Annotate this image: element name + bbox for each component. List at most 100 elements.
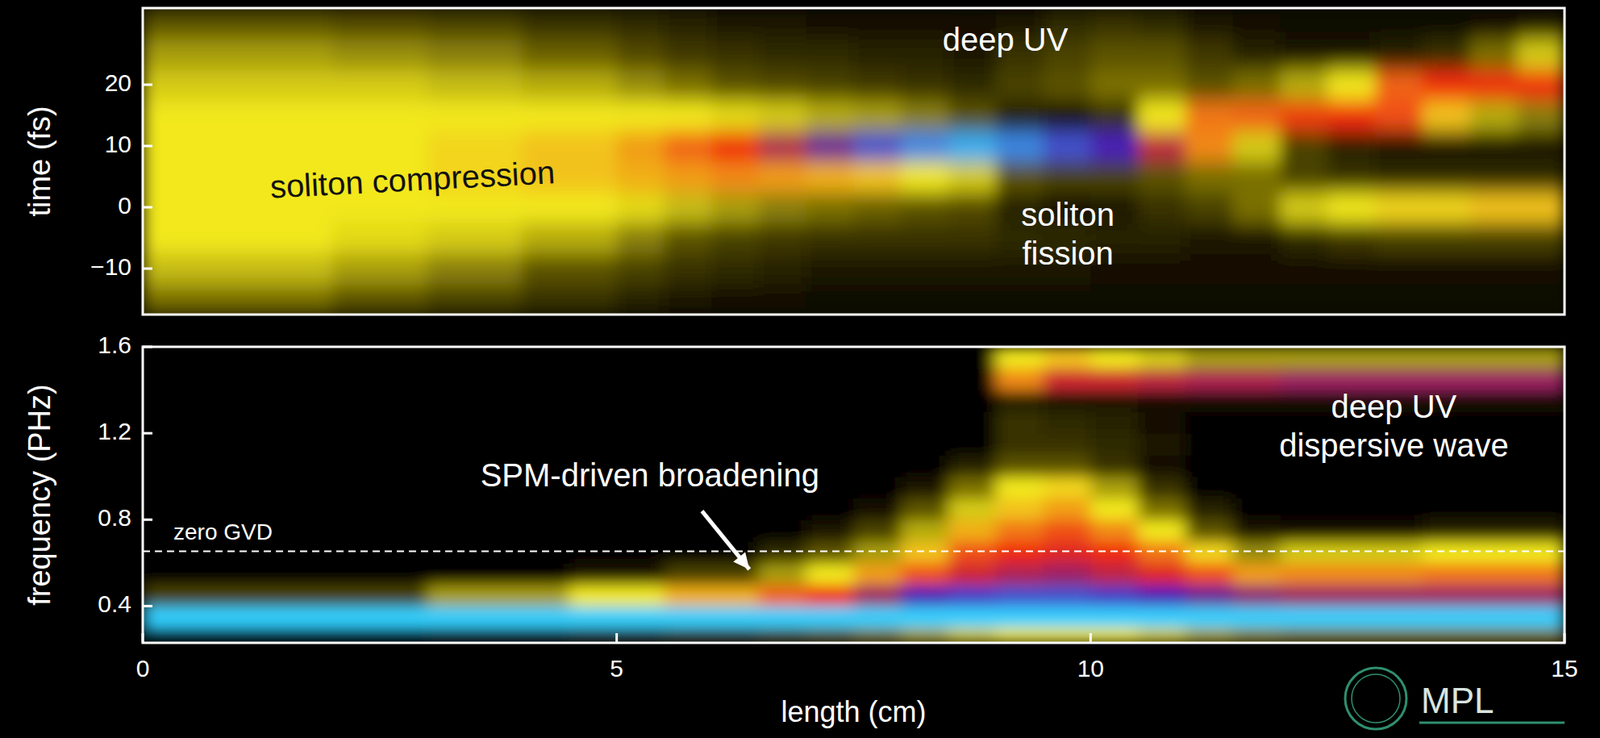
heatmap-cell bbox=[1279, 69, 1328, 101]
heatmap-cell bbox=[284, 100, 333, 132]
heatmap-cell bbox=[521, 390, 570, 413]
heatmap-cell bbox=[948, 390, 996, 413]
heatmap-cell bbox=[521, 433, 570, 455]
heatmap-cell bbox=[379, 411, 428, 434]
heatmap-cell bbox=[854, 69, 902, 101]
heatmap-cell bbox=[142, 191, 191, 224]
heatmap-cell bbox=[379, 476, 428, 499]
heatmap-cell bbox=[521, 253, 570, 285]
heatmap-cell bbox=[190, 8, 238, 40]
heatmap-cell bbox=[948, 519, 996, 542]
heatmap-cell bbox=[663, 562, 712, 585]
heatmap-cell bbox=[1279, 38, 1328, 71]
heatmap-cell bbox=[142, 38, 191, 71]
heatmap-cell bbox=[806, 433, 855, 455]
heatmap-cell bbox=[711, 584, 759, 607]
heatmap-cell bbox=[521, 69, 570, 101]
heatmap-cell bbox=[900, 346, 949, 369]
heatmap-cell bbox=[1233, 390, 1281, 413]
heatmap-cell bbox=[995, 498, 1044, 521]
heatmap-cell bbox=[569, 69, 617, 101]
heatmap-cell bbox=[474, 283, 522, 315]
heatmap-cell bbox=[854, 627, 902, 643]
heatmap-cell bbox=[663, 368, 712, 391]
heatmap-cell bbox=[900, 562, 949, 585]
heatmap-cell bbox=[1375, 368, 1423, 391]
heatmap-cell bbox=[1233, 562, 1281, 585]
heatmap-cell bbox=[1185, 498, 1234, 521]
heatmap-cell bbox=[1279, 368, 1328, 391]
heatmap-cell bbox=[948, 222, 996, 255]
heatmap-cell bbox=[758, 222, 807, 255]
heatmap-cell bbox=[1375, 498, 1423, 521]
heatmap-cell bbox=[1469, 8, 1517, 40]
heatmap-cell bbox=[142, 562, 191, 585]
heatmap-cell bbox=[1375, 130, 1423, 163]
heatmap-cell bbox=[1327, 584, 1375, 607]
heatmap-cell bbox=[663, 191, 712, 224]
heatmap-cell bbox=[663, 433, 712, 455]
heatmap-cell bbox=[948, 498, 996, 521]
heatmap-cell bbox=[711, 346, 759, 369]
x-tick-label: 15 bbox=[1550, 654, 1578, 682]
heatmap-cell bbox=[1185, 253, 1234, 285]
heatmap-cell bbox=[1137, 222, 1186, 255]
heatmap-cell bbox=[142, 411, 191, 434]
heatmap-cell bbox=[379, 69, 428, 101]
heatmap-cell bbox=[1043, 541, 1092, 563]
heatmap-cell bbox=[806, 562, 855, 585]
heatmap-cell bbox=[1327, 130, 1375, 163]
heatmap-cell bbox=[569, 584, 617, 607]
heatmap-cell bbox=[142, 584, 191, 607]
heatmap-cell bbox=[995, 541, 1044, 563]
heatmap-cell bbox=[995, 519, 1044, 542]
heatmap-cell bbox=[711, 253, 759, 285]
heatmap-cell bbox=[995, 411, 1044, 434]
heatmap-cell bbox=[237, 454, 286, 477]
heatmap-cell bbox=[1137, 584, 1186, 607]
heatmap-cell bbox=[1516, 346, 1565, 369]
heatmap-cell bbox=[142, 368, 191, 391]
heatmap-cell bbox=[1375, 346, 1423, 369]
heatmap-cell bbox=[854, 222, 902, 255]
heatmap-cell bbox=[474, 541, 522, 563]
heatmap-cell bbox=[995, 627, 1044, 643]
annotation: soliton compression bbox=[269, 154, 556, 205]
heatmap-cell bbox=[758, 253, 807, 285]
heatmap-cell bbox=[1090, 368, 1138, 391]
heatmap-cell bbox=[616, 368, 665, 391]
heatmap-cell bbox=[237, 411, 286, 434]
heatmap-cell bbox=[854, 498, 902, 521]
y-tick bbox=[142, 345, 153, 349]
heatmap-cell bbox=[1422, 69, 1471, 101]
heatmap-cell bbox=[900, 161, 949, 193]
heatmap-cell bbox=[1327, 605, 1375, 628]
heatmap-cell bbox=[948, 411, 996, 434]
heatmap-cell bbox=[190, 38, 238, 71]
x-tick bbox=[141, 633, 145, 643]
heatmap-cell bbox=[427, 584, 475, 607]
heatmap-cell bbox=[1327, 346, 1375, 369]
heatmap-cell bbox=[616, 584, 665, 607]
heatmap-cell bbox=[1469, 498, 1517, 521]
heatmap-cell bbox=[995, 562, 1044, 585]
heatmap-cell bbox=[332, 38, 380, 71]
heatmap-cell bbox=[616, 8, 665, 40]
figure: −1001020time (fs)soliton compressiondeep… bbox=[0, 0, 1600, 738]
heatmap-cell bbox=[1469, 191, 1517, 224]
heatmap-cell bbox=[711, 390, 759, 413]
y-axis-title: time (fs) bbox=[22, 105, 57, 217]
heatmap-cell bbox=[758, 191, 807, 224]
heatmap-cell bbox=[1137, 161, 1186, 193]
heatmap-cell bbox=[332, 253, 380, 285]
heatmap-cell bbox=[237, 498, 286, 521]
heatmap-cell bbox=[1043, 390, 1092, 413]
heatmap-cell bbox=[142, 130, 191, 163]
heatmap-cell bbox=[1327, 69, 1375, 101]
heatmap-cell bbox=[1422, 562, 1471, 585]
heatmap-cell bbox=[474, 8, 522, 40]
heatmap-cell bbox=[1375, 191, 1423, 224]
heatmap-cell bbox=[1516, 253, 1565, 285]
heatmap-cell bbox=[1185, 605, 1234, 628]
heatmap-cell bbox=[1279, 562, 1328, 585]
